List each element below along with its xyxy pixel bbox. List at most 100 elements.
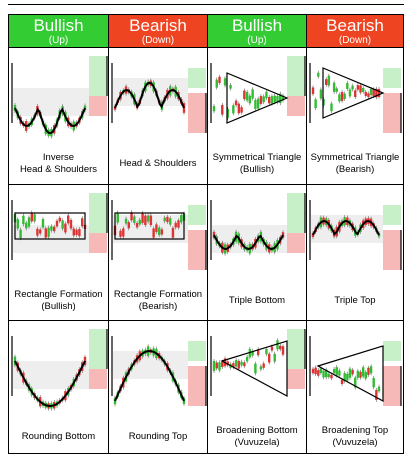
candle <box>311 368 315 374</box>
candle <box>351 85 354 90</box>
candle <box>41 219 45 228</box>
candle <box>265 349 268 355</box>
candle <box>265 91 268 99</box>
pattern-cell-head-shoulders: Head & Shoulders <box>109 47 208 184</box>
pattern-label-line: (Bearish) <box>138 301 178 312</box>
candle <box>16 219 19 229</box>
candle <box>116 212 119 223</box>
candle <box>237 103 241 114</box>
candle <box>72 228 75 236</box>
candle <box>78 229 81 237</box>
candle <box>75 229 78 235</box>
triangle-outline <box>322 67 385 119</box>
candle <box>240 361 243 366</box>
pattern-grid: Bullish (Up) Bearish (Down) Bullish (Up)… <box>8 14 404 454</box>
pattern-cell-rounding-top: Rounding Top <box>109 320 208 454</box>
candle <box>55 220 59 227</box>
pattern-cell-triple-top: Triple Top <box>307 184 403 320</box>
candle <box>367 367 370 375</box>
candle <box>218 362 221 371</box>
candle <box>218 76 221 84</box>
pattern-chart <box>11 56 108 139</box>
candle <box>25 222 28 229</box>
pattern-chart <box>210 193 306 260</box>
pattern-label-line: (Vuvuzela) <box>332 437 378 448</box>
header-subtitle: (Up) <box>48 35 69 46</box>
candle <box>215 362 218 369</box>
candle <box>53 226 56 232</box>
candle <box>64 223 67 233</box>
pattern-outline <box>14 107 86 135</box>
candle <box>330 374 333 379</box>
candle <box>251 89 254 99</box>
rectangle-outline <box>114 212 185 240</box>
stop-zone <box>188 205 206 225</box>
header-subtitle: (Up) <box>247 35 267 46</box>
candle <box>356 370 360 378</box>
candle <box>221 104 224 115</box>
candle <box>340 379 344 384</box>
candle <box>270 96 274 104</box>
pattern-cell-broadening-top: Broadening Top (Vuvuzela) <box>307 320 403 454</box>
candle <box>268 97 271 104</box>
candle <box>240 107 243 113</box>
candle <box>248 348 252 358</box>
candle <box>182 103 186 113</box>
candle <box>163 217 166 222</box>
candle <box>335 88 338 92</box>
header-subtitle: (Down) <box>338 35 372 46</box>
candle <box>251 351 254 356</box>
candle <box>30 212 33 222</box>
target-zone-down <box>383 366 401 406</box>
candle <box>346 373 349 381</box>
candle <box>364 91 367 96</box>
pattern-label-line: Triple Bottom <box>228 295 286 306</box>
header-title: Bullish <box>33 16 84 35</box>
candle <box>119 230 122 237</box>
candle <box>243 90 246 100</box>
candle <box>157 227 161 236</box>
pattern-label-line: Inverse <box>42 152 75 163</box>
pattern-label-line: Rectangle Formation <box>113 289 203 300</box>
pattern-cell-symmetrical-triangle-bullish: Symmetrical Triangle (Bullish) <box>208 47 307 184</box>
pattern-label-line: Rounding Bottom <box>21 431 96 442</box>
pattern-label-line: Head & Shoulders <box>119 158 197 169</box>
candle <box>69 219 73 229</box>
pattern-chart <box>309 63 402 133</box>
candle <box>229 85 232 89</box>
candle <box>354 90 357 98</box>
triangle-outline <box>226 72 289 124</box>
candle <box>338 94 341 102</box>
candle <box>325 369 328 378</box>
candle <box>340 91 344 101</box>
pattern-chart <box>210 56 306 124</box>
candle <box>212 106 216 112</box>
stop-zone <box>287 369 305 389</box>
pattern-label-line: Symmetrical Triangle <box>212 152 302 163</box>
header-title: Bullish <box>231 16 283 35</box>
candle <box>327 75 331 86</box>
target-zone-down <box>383 230 401 270</box>
candle <box>254 363 257 374</box>
candle <box>234 360 238 367</box>
pattern-cell-symmetrical-triangle-bearish: Symmetrical Triangle (Bearish) <box>307 47 403 184</box>
candle <box>367 93 370 98</box>
candle <box>332 82 336 92</box>
candle <box>369 89 373 96</box>
candle <box>146 215 150 222</box>
candle <box>319 89 323 99</box>
candle <box>325 79 328 85</box>
target-zone-up <box>287 329 305 369</box>
candle <box>232 363 235 368</box>
candle <box>36 228 39 236</box>
pattern-chart <box>309 336 402 406</box>
target-zone-down <box>188 93 206 133</box>
candle <box>268 353 271 363</box>
rectangle-outline <box>14 212 86 240</box>
candle <box>317 370 320 376</box>
candle <box>33 214 36 222</box>
candle <box>149 215 153 226</box>
candle <box>180 215 183 223</box>
pattern-chart <box>210 329 306 398</box>
pattern-cell-rectangle-formation-bullish: Rectangle Formation (Bullish) <box>9 184 109 320</box>
